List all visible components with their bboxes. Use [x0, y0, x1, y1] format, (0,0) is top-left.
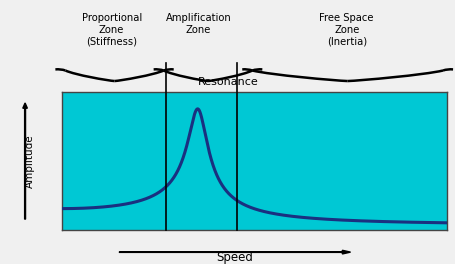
Text: Amplitude: Amplitude: [25, 134, 35, 188]
Text: Free Space
Zone
(Inertia): Free Space Zone (Inertia): [319, 13, 373, 46]
Text: Amplification
Zone: Amplification Zone: [165, 13, 231, 35]
Text: Resonance: Resonance: [198, 77, 258, 87]
Text: Speed: Speed: [216, 251, 253, 264]
Text: Proportional
Zone
(Stiffness): Proportional Zone (Stiffness): [81, 13, 142, 46]
